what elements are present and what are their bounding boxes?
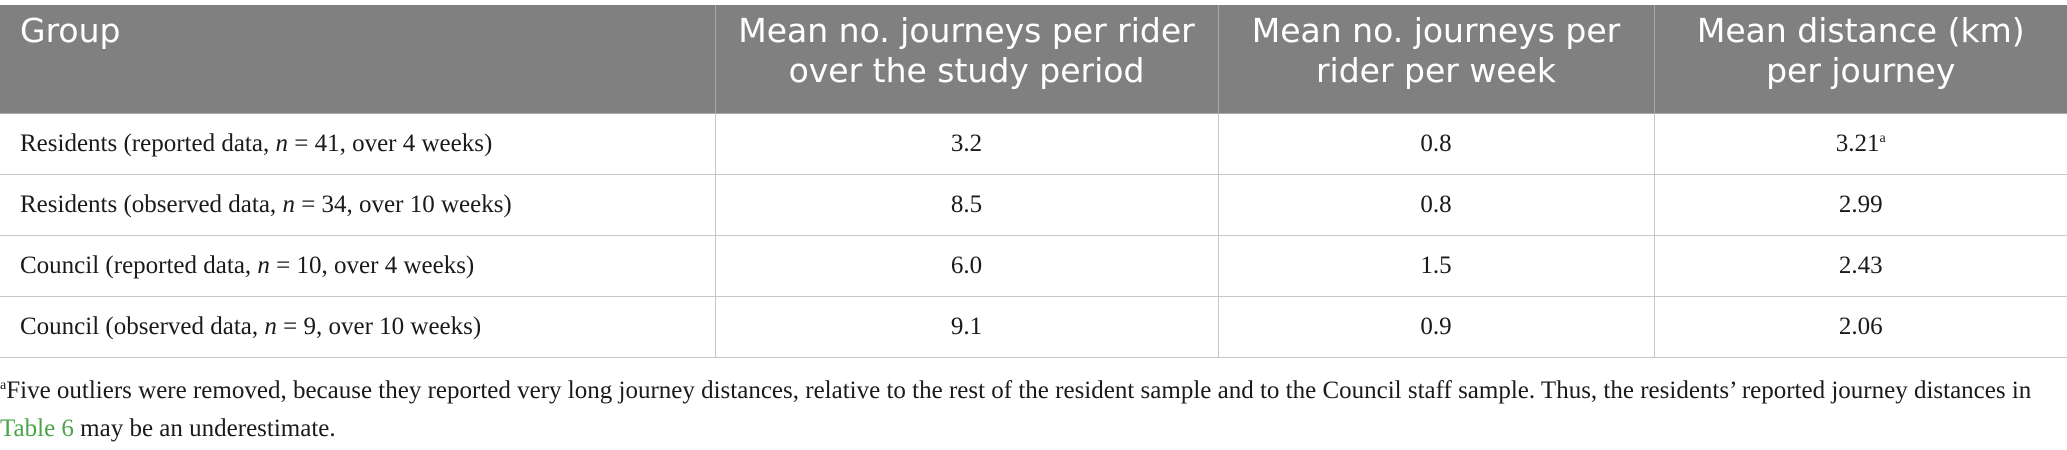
cell-distance: 2.06: [1653, 296, 2067, 358]
cell-distance: 2.99: [1653, 174, 2067, 236]
cell-distance: 2.43: [1653, 235, 2067, 297]
cell-journeys-week: 0.8: [1217, 113, 1654, 175]
cell-group: Residents (observed data, n = 34, over 1…: [0, 174, 715, 236]
table-reference-link[interactable]: Table 6: [0, 415, 74, 442]
column-header-journeys-week: Mean no. journeys per rider per week: [1217, 5, 1654, 114]
cell-group: Residents (reported data, n = 41, over 4…: [0, 113, 715, 175]
cell-journeys-total: 6.0: [714, 235, 1218, 297]
table-footnote: aFive outliers were removed, because the…: [0, 372, 2060, 448]
column-header-distance: Mean distance (km) per journey: [1653, 5, 2067, 114]
cell-journeys-week: 1.5: [1217, 235, 1654, 297]
cell-group: Council (observed data, n = 9, over 10 w…: [0, 296, 715, 358]
column-header-journeys-total: Mean no. journeys per rider over the stu…: [714, 5, 1218, 114]
cell-journeys-total: 8.5: [714, 174, 1218, 236]
footnote-marker: a: [1879, 130, 1886, 146]
cell-journeys-total: 3.2: [714, 113, 1218, 175]
cell-journeys-week: 0.9: [1217, 296, 1654, 358]
table-row: Residents (observed data, n = 34, over 1…: [0, 174, 2067, 236]
cell-journeys-week: 0.8: [1217, 174, 1654, 236]
table-row: Council (reported data, n = 10, over 4 w…: [0, 235, 2067, 297]
footnote-text-end: may be an underestimate.: [73, 415, 336, 442]
cell-distance: 3.21a: [1653, 113, 2067, 175]
table-header-row: Group Mean no. journeys per rider over t…: [0, 5, 2067, 114]
column-header-group: Group: [0, 5, 715, 114]
footnote-marker: a: [0, 378, 7, 393]
table-row: Council (observed data, n = 9, over 10 w…: [0, 296, 2067, 358]
table-row: Residents (reported data, n = 41, over 4…: [0, 113, 2067, 175]
data-table-container: Group Mean no. journeys per rider over t…: [0, 5, 2067, 358]
cell-journeys-total: 9.1: [714, 296, 1218, 358]
data-table: Group Mean no. journeys per rider over t…: [0, 5, 2067, 358]
cell-group: Council (reported data, n = 10, over 4 w…: [0, 235, 715, 297]
footnote-text: Five outliers were removed, because they…: [6, 377, 2032, 404]
